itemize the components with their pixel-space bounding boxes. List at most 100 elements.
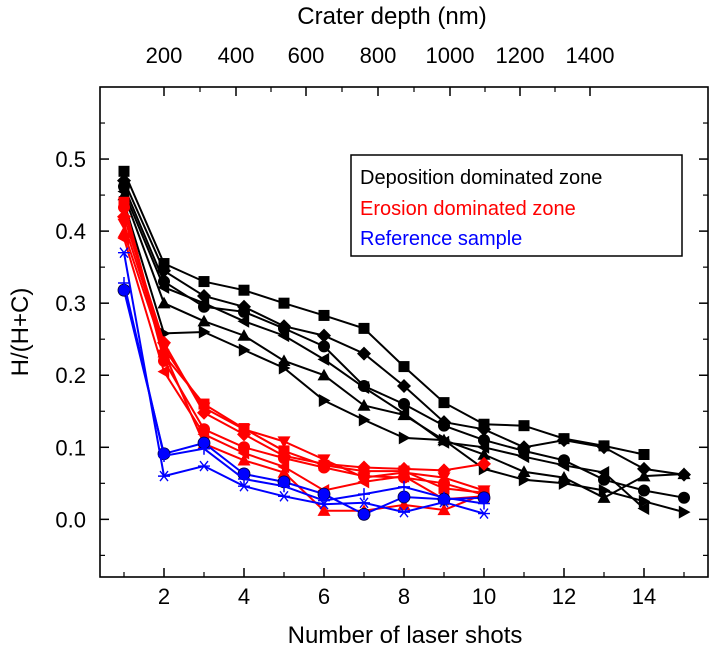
data-point <box>157 365 170 379</box>
data-point <box>238 305 250 318</box>
data-point <box>597 491 611 503</box>
axis-ticks <box>100 87 708 577</box>
data-point <box>518 473 531 487</box>
legend: Deposition dominated zone Erosion domina… <box>350 154 683 257</box>
data-point <box>278 361 291 375</box>
data-point <box>198 325 211 339</box>
data-point <box>398 398 410 411</box>
data-point <box>438 397 450 409</box>
data-point <box>278 452 290 465</box>
series-line <box>123 191 645 510</box>
data-point <box>397 379 411 394</box>
data-series <box>117 165 691 521</box>
data-point <box>158 470 170 482</box>
y-axis-title: H/(H+C) <box>7 288 34 377</box>
data-point <box>278 480 290 493</box>
data-point <box>157 280 170 294</box>
data-point <box>517 465 531 477</box>
data-point <box>397 408 411 421</box>
data-point <box>278 297 290 309</box>
data-point <box>638 494 651 508</box>
series-line <box>123 289 485 516</box>
data-point <box>438 433 451 447</box>
y-tick-label: 0.2 <box>55 363 86 388</box>
x-tick-label: 12 <box>552 584 576 609</box>
y-tick-label: 0.0 <box>55 507 86 532</box>
data-point <box>357 507 371 521</box>
data-point <box>678 505 691 519</box>
top-tick-label: 200 <box>146 43 183 68</box>
data-point <box>277 460 290 474</box>
legend-entry-reference: Reference sample <box>360 228 522 250</box>
data-point <box>317 352 330 366</box>
data-point <box>277 466 291 478</box>
data-point <box>597 440 611 455</box>
data-point <box>638 449 650 460</box>
data-point <box>237 446 250 460</box>
data-point <box>237 329 251 341</box>
top-tick-label: 400 <box>218 43 255 68</box>
data-point <box>637 502 650 516</box>
data-point <box>358 488 370 501</box>
data-point <box>357 399 371 411</box>
series-line <box>123 223 485 492</box>
data-point <box>357 475 370 489</box>
data-point <box>158 258 170 270</box>
data-point <box>598 484 611 498</box>
data-point <box>357 380 370 394</box>
data-point <box>198 460 210 472</box>
data-point <box>117 226 131 238</box>
data-point <box>677 467 691 480</box>
top-tick-label: 1400 <box>566 43 615 68</box>
data-point <box>398 465 410 477</box>
data-point <box>477 456 491 471</box>
series-line <box>123 207 485 496</box>
data-point <box>277 329 290 343</box>
data-point <box>478 497 490 510</box>
data-point <box>237 453 251 466</box>
data-point <box>318 461 330 474</box>
data-point <box>238 423 250 435</box>
y-tick-label: 0.1 <box>55 435 86 460</box>
top-tick-label: 1000 <box>426 43 475 68</box>
data-point <box>518 420 530 432</box>
y-tick-label: 0.4 <box>55 219 86 244</box>
data-point <box>558 476 571 490</box>
data-point <box>357 346 371 361</box>
data-point <box>477 448 491 460</box>
data-point <box>358 413 371 427</box>
x-tick-label: 8 <box>398 584 410 609</box>
top-tick-label: 800 <box>360 43 397 68</box>
top-tick-label: 1200 <box>496 43 545 68</box>
data-point <box>638 484 650 497</box>
data-point <box>278 490 290 502</box>
data-point <box>198 442 210 455</box>
data-point <box>397 469 410 483</box>
data-point <box>238 284 250 296</box>
data-point <box>398 431 411 445</box>
legend-entry-deposition: Deposition dominated zone <box>360 167 602 189</box>
data-point <box>118 201 130 214</box>
data-point <box>118 165 130 177</box>
data-point <box>237 314 250 328</box>
data-point <box>358 322 370 334</box>
data-point <box>438 496 450 508</box>
top-tick-label: 600 <box>288 43 325 68</box>
data-point <box>678 491 690 504</box>
data-point <box>318 393 331 407</box>
data-point <box>358 497 370 509</box>
data-point <box>557 458 570 472</box>
series-14 <box>118 247 490 520</box>
data-point <box>118 277 130 289</box>
data-point <box>398 361 410 373</box>
data-point <box>477 422 491 437</box>
x-tick-label: 14 <box>632 584 656 609</box>
data-point <box>157 296 171 309</box>
data-point <box>437 503 451 516</box>
x-axis-title: Number of laser shots <box>288 622 523 649</box>
x-tick-label: 10 <box>472 584 496 609</box>
data-point <box>317 368 331 381</box>
data-point <box>398 506 410 518</box>
series-11 <box>117 226 491 516</box>
